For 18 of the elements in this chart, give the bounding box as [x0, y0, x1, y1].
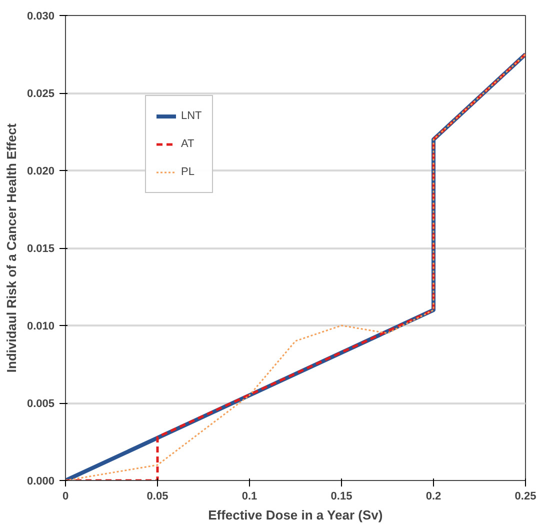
x-tick-label: 0.2 [426, 490, 442, 502]
y-tick-label: 0.030 [26, 10, 55, 22]
y-tick-label: 0.010 [26, 320, 55, 332]
x-tick-label: 0.15 [330, 490, 352, 502]
x-tick-label: 0.25 [514, 490, 536, 502]
y-tick-label: 0.005 [26, 398, 55, 410]
y-axis-title: Individaul Risk of a Cancer Health Effect [4, 122, 19, 373]
y-tick-label: 0.000 [26, 476, 55, 488]
y-tick-label: 0.015 [26, 243, 55, 255]
y-tick-label: 0.020 [26, 166, 55, 178]
x-tick-label: 0.05 [146, 490, 168, 502]
y-tick-label: 0.025 [26, 88, 55, 100]
legend-label: AT [181, 138, 196, 150]
x-tick-label: 0.1 [242, 490, 258, 502]
x-axis-title: Effective Dose in a Year (Sv) [208, 508, 383, 522]
legend-label: PL [181, 166, 196, 178]
legend-label: LNT [181, 110, 202, 122]
x-tick-label: 0 [62, 490, 69, 502]
